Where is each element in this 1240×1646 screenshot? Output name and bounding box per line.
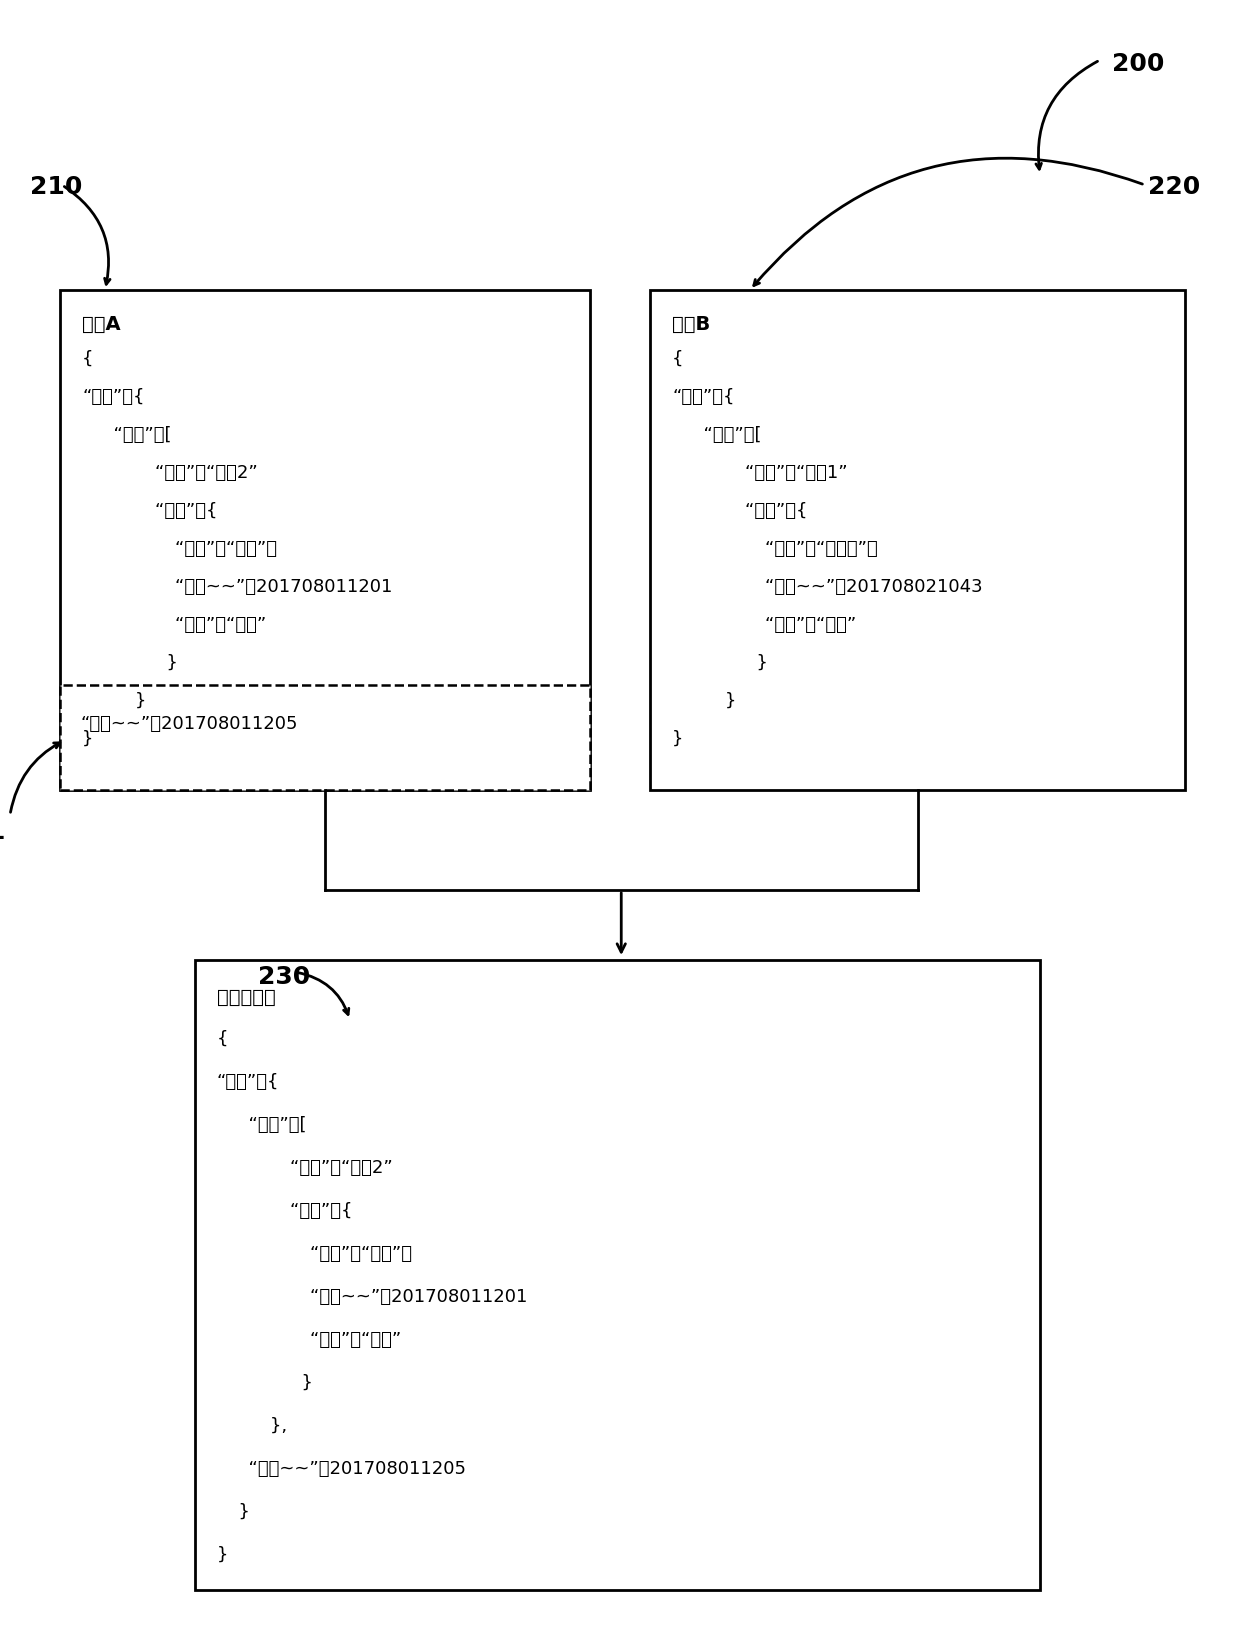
- Text: {: {: [217, 1030, 228, 1049]
- Text: “最新”：[: “最新”：[: [692, 426, 761, 444]
- Text: “型号”：“型号1”: “型号”：“型号1”: [722, 464, 848, 482]
- Text: 文档A: 文档A: [82, 314, 120, 334]
- Bar: [650, 290, 1185, 790]
- Text: “型号”：“型号2”: “型号”：“型号2”: [131, 464, 258, 482]
- Text: “内部”：{: “内部”：{: [267, 1202, 352, 1220]
- Text: 230: 230: [258, 965, 310, 989]
- Text: “最新~~”：201708011205: “最新~~”：201708011205: [81, 714, 298, 732]
- Text: “内部”：{: “内部”：{: [131, 502, 217, 520]
- Text: “座椅”：“皮革”: “座椅”：“皮革”: [742, 616, 857, 634]
- Text: “颜色”：“棕黄色”，: “颜色”：“棕黄色”，: [742, 540, 878, 558]
- Text: “最新~~”：201708011205: “最新~~”：201708011205: [237, 1460, 466, 1478]
- Text: 211: 211: [0, 820, 5, 844]
- Text: “最新”：[: “最新”：[: [102, 426, 171, 444]
- Text: {: {: [82, 351, 93, 369]
- Text: “颜色~~”：201708011201: “颜色~~”：201708011201: [286, 1289, 527, 1305]
- Text: 200: 200: [1112, 53, 1164, 76]
- Text: }: }: [672, 729, 683, 747]
- Text: }: }: [217, 1546, 228, 1564]
- Text: {: {: [672, 351, 683, 369]
- Text: “颜色~~”：201708021043: “颜色~~”：201708021043: [742, 578, 982, 596]
- Text: “型号”：“型号2”: “型号”：“型号2”: [267, 1159, 393, 1177]
- Bar: [60, 290, 590, 790]
- Text: “座椅”：“皮革”: “座椅”：“皮革”: [153, 616, 267, 634]
- Text: },: },: [247, 1417, 288, 1435]
- Text: }: }: [267, 1374, 312, 1393]
- Text: “内部”：{: “内部”：{: [722, 502, 807, 520]
- Text: }: }: [722, 653, 768, 672]
- Text: }: }: [131, 653, 177, 672]
- Bar: [195, 960, 1040, 1590]
- Text: “最新”：[: “最新”：[: [237, 1116, 306, 1134]
- Text: “颜色”：“黑色”，: “颜色”：“黑色”，: [286, 1244, 412, 1262]
- Text: “颜色~~”：201708011201: “颜色~~”：201708011201: [153, 578, 392, 596]
- Text: 文档B: 文档B: [672, 314, 711, 334]
- Text: “颜色”：“黑色”，: “颜色”：“黑色”，: [153, 540, 277, 558]
- Text: }: }: [702, 691, 737, 709]
- Text: }: }: [112, 691, 146, 709]
- Text: “汽车”：{: “汽车”：{: [217, 1073, 279, 1091]
- Text: “汽车”：{: “汽车”：{: [672, 388, 734, 407]
- Text: }: }: [82, 729, 93, 747]
- Text: 210: 210: [30, 174, 82, 199]
- Text: 合并的文档: 合并的文档: [217, 988, 275, 1007]
- Text: 220: 220: [1148, 174, 1200, 199]
- Bar: [60, 685, 590, 790]
- Text: “汽车”：{: “汽车”：{: [82, 388, 145, 407]
- Text: }: }: [227, 1503, 250, 1521]
- Text: “座椅”：“皮革”: “座椅”：“皮革”: [286, 1332, 402, 1350]
